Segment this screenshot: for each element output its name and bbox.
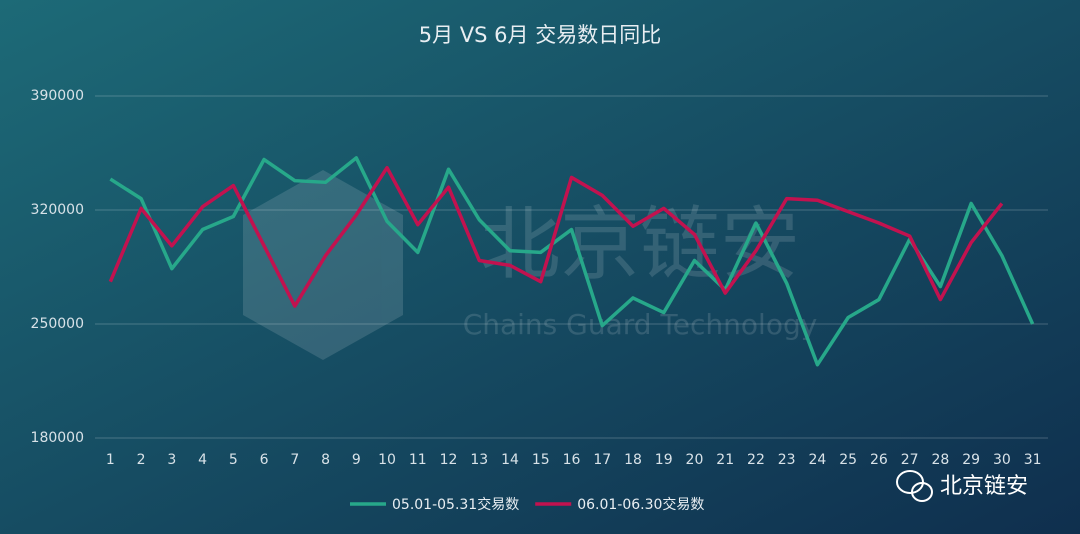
x-tick-label: 18: [624, 452, 642, 468]
x-tick-label: 3: [167, 452, 176, 468]
x-tick-label: 26: [870, 452, 888, 468]
x-tick-label: 31: [1024, 452, 1042, 468]
y-tick-label: 250000: [31, 316, 84, 332]
x-tick-label: 22: [747, 452, 765, 468]
x-tick-label: 11: [409, 452, 427, 468]
watermark: 北京链安 Chains Guard Technology: [243, 170, 817, 360]
legend-label: 06.01-06.30交易数: [577, 496, 704, 513]
x-tick-label: 13: [470, 452, 488, 468]
logo-icon: [896, 470, 924, 494]
watermark-subtitle: Chains Guard Technology: [463, 308, 818, 341]
watermark-logo: [243, 170, 403, 360]
legend-label: 05.01-05.31交易数: [392, 496, 519, 513]
x-tick-label: 10: [378, 452, 396, 468]
watermark-title: 北京链安: [480, 198, 800, 291]
x-tick-label: 20: [686, 452, 704, 468]
x-tick-label: 30: [993, 452, 1011, 468]
x-tick-label: 21: [716, 452, 734, 468]
x-tick-label: 4: [198, 452, 207, 468]
x-tick-label: 1: [106, 452, 115, 468]
logo: 北京链安: [896, 470, 1028, 502]
x-tick-label: 12: [440, 452, 458, 468]
x-tick-label: 5: [229, 452, 238, 468]
y-tick-label: 320000: [31, 202, 84, 218]
x-tick-label: 29: [962, 452, 980, 468]
line: [109, 156, 1035, 367]
x-tick-label: 8: [321, 452, 330, 468]
y-tick-label: 390000: [31, 88, 84, 104]
x-tick-label: 15: [532, 452, 550, 468]
x-tick-label: 14: [501, 452, 519, 468]
x-tick-label: 19: [655, 452, 673, 468]
x-tick-label: 25: [839, 452, 857, 468]
y-tick-label: 180000: [31, 430, 84, 446]
x-tick-label: 16: [563, 452, 581, 468]
x-tick-label: 28: [931, 452, 949, 468]
x-tick-label: 6: [260, 452, 269, 468]
chart-title: 5月 VS 6月 交易数日同比: [419, 23, 661, 47]
x-tick-label: 23: [778, 452, 796, 468]
x-tick-label: 27: [901, 452, 919, 468]
x-tick-label: 2: [137, 452, 146, 468]
logo-icon: [911, 482, 933, 502]
logo-text: 北京链安: [940, 474, 1028, 499]
x-tick-label: 7: [290, 452, 299, 468]
x-tick-label: 17: [593, 452, 611, 468]
line: [108, 165, 1004, 308]
x-tick-label: 24: [809, 452, 827, 468]
x-tick-label: 9: [352, 452, 361, 468]
